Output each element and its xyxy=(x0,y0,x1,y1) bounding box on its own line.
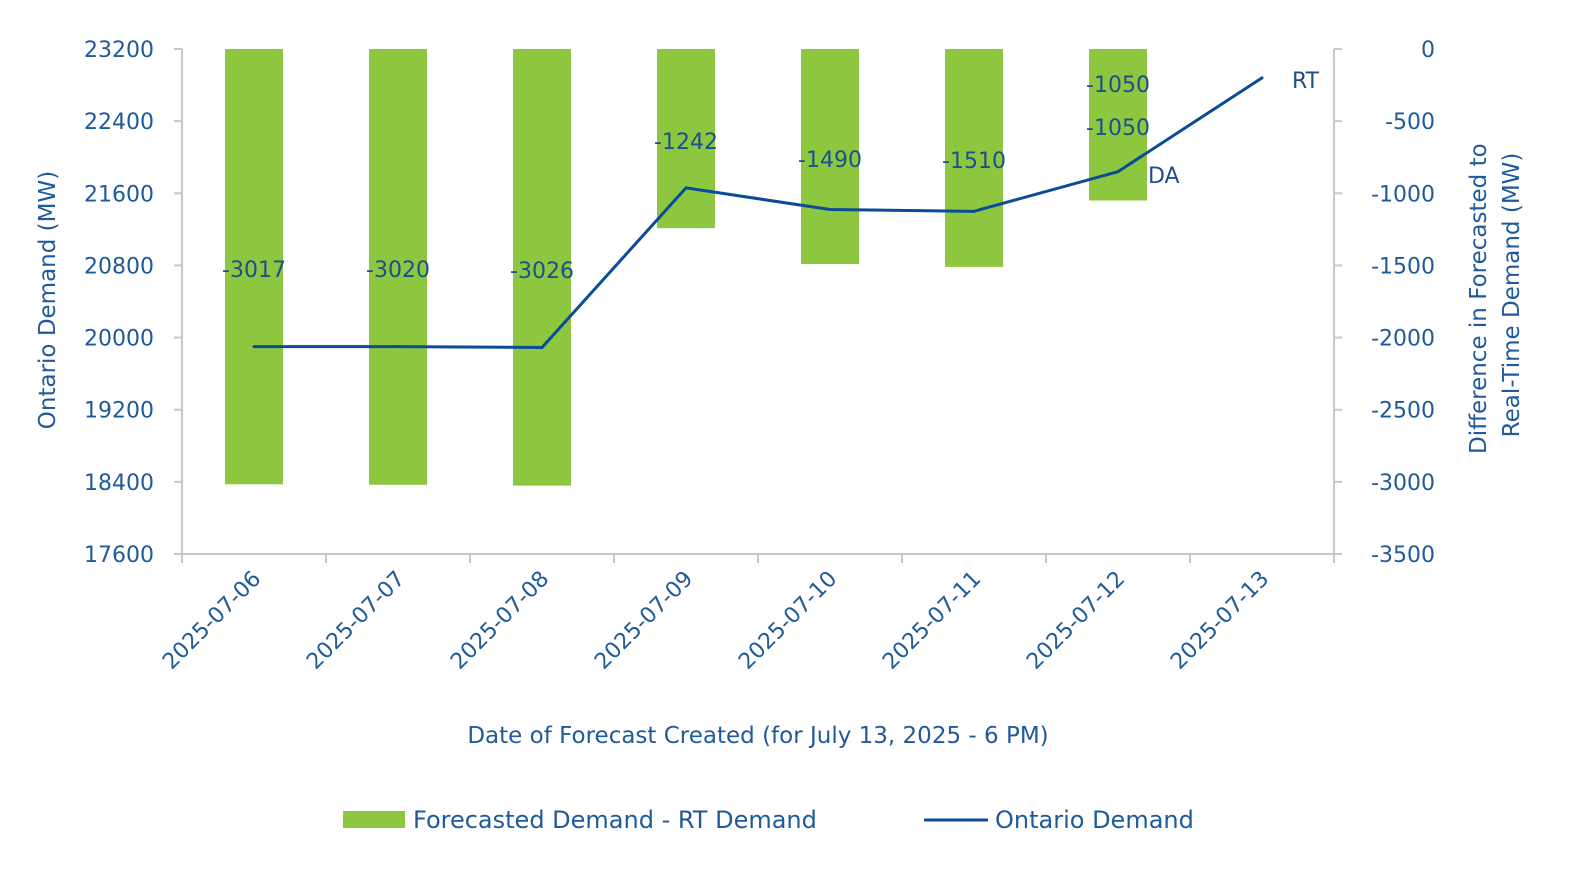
y2-tick-label: -500 xyxy=(1385,110,1435,135)
x-tick-label: 2025-07-13 xyxy=(1166,567,1274,675)
x-tick-label: 2025-07-06 xyxy=(158,567,266,675)
line-point xyxy=(540,345,544,349)
y-tick-label: 20800 xyxy=(84,254,154,279)
bar xyxy=(1089,49,1147,201)
bar-data-label: -3026 xyxy=(510,259,574,284)
left-axis-ticks: 23200 22400 21600 20800 20000 19200 18400 17600 xyxy=(84,38,182,568)
bar xyxy=(513,49,571,486)
y-tick-label: 20000 xyxy=(84,327,154,352)
x-axis-ticks: 2025-07-06 2025-07-07 2025-07-08 2025-07-09… xyxy=(158,554,1335,675)
bar-data-label: -3020 xyxy=(366,258,430,283)
data-labels: -3017 -3020 -3026 -1242 -1490 -1510 -1050 -1050… xyxy=(222,69,1320,284)
x-tick-label: 2025-07-12 xyxy=(1022,567,1130,675)
right-axis-ticks: 0 -500 -1000 -1500 -2000 -2500 -3000 -3500 xyxy=(1334,38,1435,568)
legend: Forecasted Demand - RT Demand Ontario De… xyxy=(343,806,1194,834)
annotation-label: -1050 xyxy=(1086,116,1150,141)
x-tick-label: 2025-07-07 xyxy=(302,567,410,675)
y-tick-label: 23200 xyxy=(84,38,154,63)
bar-data-label: -1510 xyxy=(942,149,1006,174)
line-point xyxy=(1260,76,1264,80)
axes xyxy=(181,49,1335,555)
y2-axis-title-line-1: Difference in Forecasted to xyxy=(1466,143,1492,454)
y2-tick-label: -3000 xyxy=(1371,471,1435,496)
line-point xyxy=(972,209,976,213)
y-tick-label: 17600 xyxy=(84,543,154,568)
y2-axis-title: Difference in Forecasted to Real-Time De… xyxy=(1466,136,1525,454)
legend-bar-swatch xyxy=(343,811,405,828)
y2-tick-label: -2500 xyxy=(1371,399,1435,424)
bar xyxy=(369,49,427,485)
line-point xyxy=(396,345,400,349)
x-tick-label: 2025-07-08 xyxy=(446,567,554,675)
y-tick-label: 18400 xyxy=(84,471,154,496)
y2-tick-label: -1000 xyxy=(1371,182,1435,207)
line-point xyxy=(684,186,688,190)
line-point xyxy=(828,208,832,212)
legend-bar-label: Forecasted Demand - RT Demand xyxy=(413,806,817,834)
bar-series xyxy=(225,49,1147,486)
y-tick-label: 22400 xyxy=(84,110,154,135)
line-point xyxy=(252,345,256,349)
ontario-demand-line xyxy=(254,76,1263,349)
x-tick-label: 2025-07-10 xyxy=(734,567,842,675)
y2-tick-label: -1500 xyxy=(1371,254,1435,279)
line-series xyxy=(252,76,1264,349)
bar-data-label: -3017 xyxy=(222,258,286,283)
bar xyxy=(657,49,715,229)
y2-tick-label: 0 xyxy=(1421,38,1435,63)
y-tick-label: 19200 xyxy=(84,399,154,424)
bar xyxy=(225,49,283,485)
bar xyxy=(945,49,1003,267)
line-point xyxy=(1116,170,1120,174)
bar-data-label: -1490 xyxy=(798,148,862,173)
y-axis-title: Ontario Demand (MW) xyxy=(35,171,61,429)
x-axis-title: Date of Forecast Created (for July 13, 2… xyxy=(467,723,1048,749)
x-tick-label: 2025-07-09 xyxy=(590,567,698,675)
y2-axis-title-line-2: Real-Time Demand (MW) xyxy=(1499,153,1525,438)
x-tick-label: 2025-07-11 xyxy=(878,567,986,675)
bar xyxy=(801,49,859,264)
bar-data-label: -1050 xyxy=(1086,73,1150,98)
annotation-label: DA xyxy=(1148,164,1180,189)
y-tick-label: 21600 xyxy=(84,182,154,207)
annotation-label: RT xyxy=(1292,69,1320,94)
y2-tick-label: -2000 xyxy=(1371,327,1435,352)
bar-data-label: -1242 xyxy=(654,130,718,155)
y2-tick-label: -3500 xyxy=(1371,543,1435,568)
legend-line-label: Ontario Demand xyxy=(995,806,1194,834)
